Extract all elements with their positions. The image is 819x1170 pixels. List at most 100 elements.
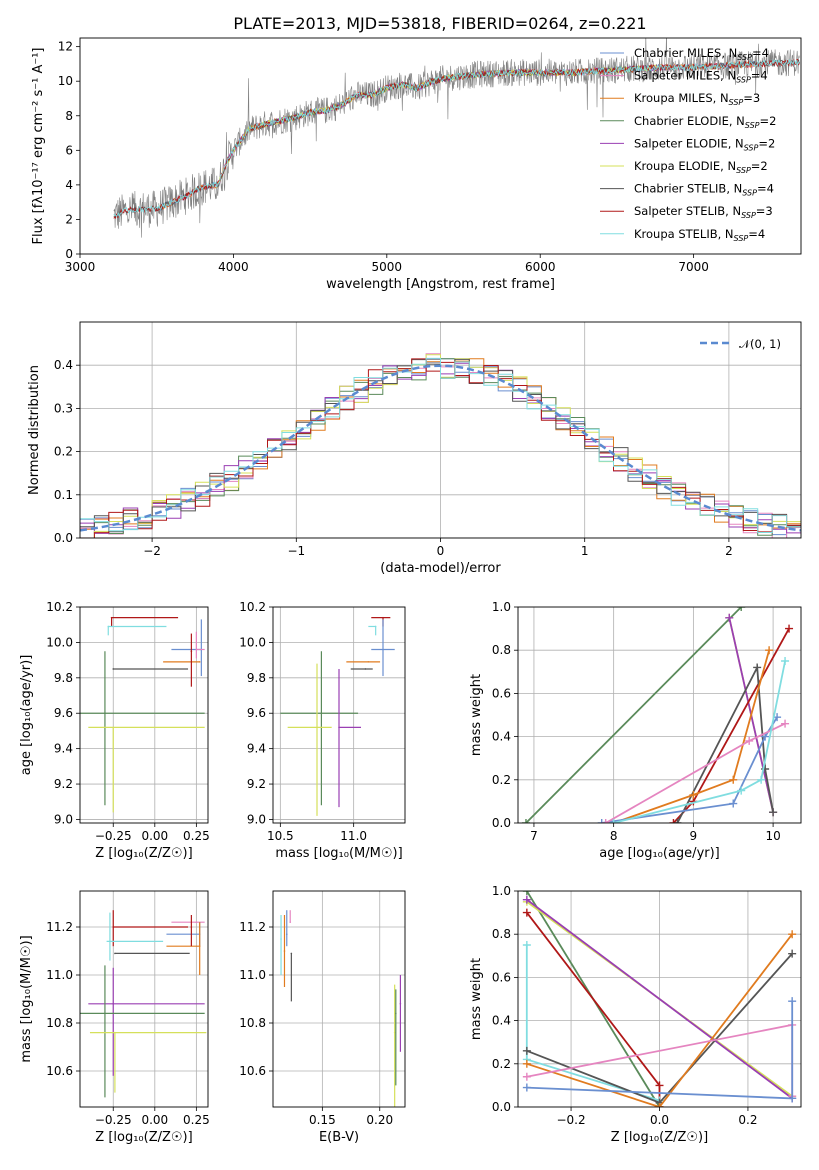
data-point — [198, 661, 201, 663]
legend-count: =4 — [757, 182, 774, 196]
y-tick-label: 0.4 — [492, 1014, 511, 1028]
x-axis-label: age [log₁₀(age/yr)] — [599, 846, 720, 861]
data-point — [109, 940, 111, 943]
data-point — [112, 726, 115, 729]
y-tick-label: 0.6 — [492, 970, 511, 984]
legend-subscript: SSP — [736, 166, 751, 175]
legend-text: Chabrier MILES, N — [634, 46, 737, 60]
x-axis-label: mass [log₁₀(M/M☉)] — [275, 846, 402, 861]
series-marker — [522, 1046, 531, 1055]
panel-weight_vs_Z: −0.2 0.0 0.2 0.0 0.2 0.4 0.6 0.8 1.0 Z [log₁₀(Z/Z… — [469, 884, 802, 1145]
legend-text: Kroupa ELODIE, N — [634, 159, 736, 173]
y-tick-label: 9.2 — [54, 777, 73, 791]
series-marker — [609, 819, 618, 823]
series-marker — [522, 1083, 531, 1092]
x-tick-label: 11.0 — [340, 829, 367, 843]
y-tick-label: 9.8 — [247, 671, 266, 685]
data-point — [289, 921, 292, 923]
y-tick-label: 11.2 — [239, 920, 266, 934]
x-tick-label: 1 — [581, 544, 589, 558]
series-line-salpeter_miles — [605, 722, 786, 823]
plot-area — [113, 38, 800, 238]
y-tick-label: 0.0 — [492, 816, 511, 830]
legend-entry: Salpeter ELODIE, NSSP=2 — [634, 136, 775, 152]
plot-area — [80, 891, 208, 1107]
y-tick-label: 9.4 — [247, 742, 266, 756]
x-axis-label: Z [log₁₀(Z/Z☉)] — [95, 1130, 192, 1145]
data-point — [280, 938, 282, 940]
panel-age_vs_Z: −0.25 0.00 0.25 9.0 9.2 9.4 9.6 9.8 10.0 10.2 Z [l… — [19, 600, 210, 861]
legend-subscript: SSP — [737, 53, 752, 62]
data-point — [290, 952, 293, 955]
x-tick-label: 0.25 — [183, 1113, 210, 1127]
y-tick-label: 10.2 — [46, 600, 73, 614]
y-tick-label: 1.0 — [492, 884, 511, 898]
data-point — [198, 945, 201, 947]
series-marker — [737, 607, 746, 611]
panel-spectrum: 3000 4000 5000 6000 7000 0 2 4 6 8 10 12 wavelength … — [31, 37, 802, 292]
series-marker — [689, 790, 698, 799]
x-tick-label: 0.0 — [650, 1113, 669, 1127]
series-marker — [729, 775, 738, 784]
axes-frame — [517, 606, 802, 824]
panel-mass_vs_Z: −0.25 0.00 0.25 10.6 10.8 11.0 11.2 Z [log₁₀(Z/… — [19, 890, 210, 1145]
y-tick-label: 10.8 — [46, 1016, 73, 1030]
panel-weight_vs_age: 7 8 9 10 0.0 0.2 0.4 0.6 0.8 1.0 age [log₁₀(age/yr… — [469, 600, 802, 861]
legend-count: =2 — [760, 114, 777, 128]
data-point — [393, 1031, 396, 1034]
normal-curve — [80, 364, 801, 532]
legend-text: Chabrier ELODIE, N — [634, 114, 745, 128]
axes-frame — [272, 890, 406, 1108]
panel-residuals: −2 −1 0 1 2 0.0 0.1 0.2 0.3 0.4 (data-model)/error… — [27, 321, 802, 576]
axes-frame — [517, 890, 802, 1108]
data-point — [114, 952, 116, 955]
x-tick-label: −0.25 — [95, 1113, 132, 1127]
y-tick-label: 0.4 — [54, 358, 73, 372]
legend-entry: 𝒩(0, 1) — [739, 337, 781, 351]
y-tick-label: 10 — [58, 74, 73, 88]
panel-mass_vs_ebv: 0.15 0.20 10.6 10.8 11.0 11.2 E(B-V) — [239, 890, 406, 1145]
series-marker — [788, 1094, 797, 1103]
data-point — [112, 926, 115, 928]
data-point — [338, 726, 340, 729]
series-marker — [655, 1081, 664, 1090]
series-marker — [522, 908, 531, 917]
legend-text: Salpeter STELIB, N — [634, 204, 741, 218]
legend-subscript: SSP — [736, 76, 751, 85]
data-point — [190, 650, 193, 653]
x-tick-label: 7000 — [678, 260, 709, 274]
series-marker — [522, 1059, 531, 1068]
y-tick-label: 9.0 — [54, 812, 73, 826]
y-tick-label: 9.2 — [247, 777, 266, 791]
series-marker — [737, 786, 746, 795]
y-tick-label: 9.4 — [54, 742, 73, 756]
x-tick-label: 0.25 — [183, 829, 210, 843]
histogram-kroupa_stelib — [80, 357, 801, 533]
series-marker — [521, 819, 530, 823]
legend-entry: Chabrier STELIB, NSSP=4 — [634, 182, 774, 198]
series-marker — [522, 1072, 531, 1081]
x-axis-label: Z [log₁₀(Z/Z☉)] — [611, 1130, 708, 1145]
legend-entry: Kroupa ELODIE, NSSP=2 — [634, 159, 768, 175]
y-tick-label: 9.8 — [54, 671, 73, 685]
series-marker — [781, 719, 790, 728]
observed-spectrum — [113, 38, 800, 238]
data-point — [399, 1003, 402, 1005]
x-tick-label: −0.2 — [556, 1113, 585, 1127]
y-tick-label: 0.0 — [54, 531, 73, 545]
legend-count: =2 — [758, 136, 775, 150]
y-tick-label: 0 — [65, 247, 73, 261]
series-marker — [788, 949, 797, 958]
x-tick-label: 3000 — [65, 260, 96, 274]
series-marker — [769, 808, 778, 817]
x-tick-label: 0.20 — [366, 1113, 393, 1127]
x-tick-label: −1 — [287, 544, 305, 558]
legend-subscript: SSP — [742, 189, 757, 198]
y-tick-label: 1.0 — [492, 600, 511, 614]
series-marker — [522, 895, 531, 904]
data-point — [382, 616, 384, 619]
data-point — [195, 921, 198, 923]
data-point — [112, 1003, 115, 1005]
legend-entry: Chabrier ELODIE, NSSP=2 — [634, 114, 776, 130]
